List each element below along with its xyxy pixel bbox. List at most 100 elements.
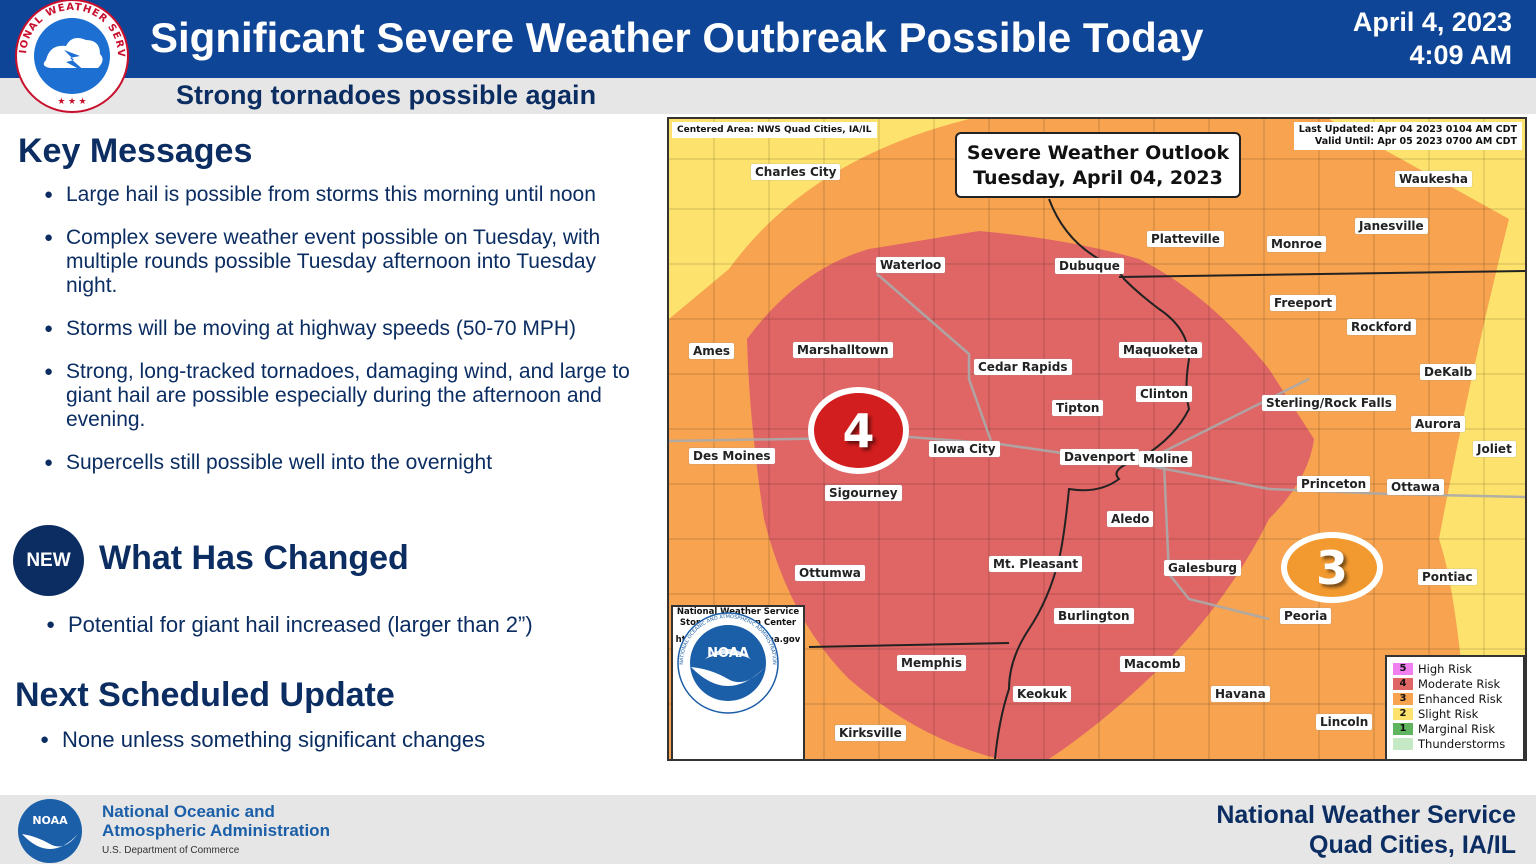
slight-risk-area-northwest <box>669 119 969 319</box>
city-label: Lincoln <box>1316 714 1373 730</box>
nws-logo-icon: NATIONAL WEATHER SERVICE ★ ★ ★ <box>12 0 129 113</box>
map-title-box: Severe Weather Outlook Tuesday, April 04… <box>955 132 1241 198</box>
legend-item: 3 Enhanced Risk <box>1393 691 1517 706</box>
city-label: Sterling/Rock Falls <box>1262 395 1396 411</box>
list-item: Strong, long-tracked tornadoes, damaging… <box>44 360 634 432</box>
noaa-footer-logo-icon: NOAA <box>18 799 82 863</box>
city-label: Aurora <box>1411 416 1466 432</box>
city-label: Kirksville <box>835 725 906 741</box>
issue-time: 4:09 AM <box>1409 40 1512 70</box>
city-label: Clinton <box>1136 386 1193 402</box>
city-label: DeKalb <box>1420 364 1477 380</box>
city-label: Joliet <box>1473 441 1516 457</box>
city-label: Princeton <box>1297 476 1371 492</box>
moderate-risk-marker: 4 <box>808 387 909 474</box>
noaa-department: U.S. Department of Commerce <box>102 845 240 856</box>
outlook-map: Centered Area: NWS Quad Cities, IA/IL La… <box>667 117 1527 761</box>
subtitle-bar: Strong tornadoes possible again <box>0 78 1536 114</box>
noaa-logo-text: NOAA <box>707 646 749 661</box>
what-changed-heading: What Has Changed <box>99 539 409 577</box>
legend-swatch: 5 <box>1393 662 1413 675</box>
list-item: Complex severe weather event possible on… <box>44 226 634 298</box>
risk-map-svg <box>669 119 1525 759</box>
office-name: National Weather Service Quad Cities, IA… <box>1216 800 1516 860</box>
city-label: Janesville <box>1355 218 1428 234</box>
city-label: Moline <box>1139 451 1193 467</box>
city-label: Macomb <box>1120 656 1185 672</box>
legend-item: 4 Moderate Risk <box>1393 676 1517 691</box>
legend-swatch: 4 <box>1393 677 1413 690</box>
svg-text:★ ★ ★: ★ ★ ★ <box>57 96 86 106</box>
city-label: Tipton <box>1052 400 1104 416</box>
legend-label: Thunderstorms <box>1418 736 1506 751</box>
map-centered-area: Centered Area: NWS Quad Cities, IA/IL <box>672 122 877 138</box>
city-label: Des Moines <box>689 448 775 464</box>
noaa-name: National Oceanic and Atmospheric Adminis… <box>102 802 330 840</box>
page-subtitle: Strong tornadoes possible again <box>176 80 597 110</box>
city-label: Freeport <box>1270 295 1337 311</box>
city-label: Galesburg <box>1164 560 1241 576</box>
list-item: None unless something significant change… <box>40 728 600 753</box>
city-label: Waterloo <box>876 257 946 273</box>
office-name-line1: National Weather Service <box>1216 801 1516 829</box>
city-label: Peoria <box>1280 608 1332 624</box>
noaa-name-line1: National Oceanic and <box>102 802 275 821</box>
map-last-updated: Last Updated: Apr 04 2023 0104 AM CDT <box>1298 124 1517 135</box>
office-name-line2: Quad Cities, IA/IL <box>1309 831 1516 859</box>
city-label: Charles City <box>751 164 841 180</box>
city-label: Mt. Pleasant <box>989 556 1083 572</box>
legend-item: 1 Marginal Risk <box>1393 721 1517 736</box>
city-label: Iowa City <box>929 441 1000 457</box>
enhanced-risk-marker: 3 <box>1281 532 1383 603</box>
footer-bar: NOAA National Oceanic and Atmospheric Ad… <box>0 795 1536 864</box>
noaa-name-line2: Atmospheric Administration <box>102 821 330 840</box>
city-label: Monroe <box>1267 236 1327 252</box>
legend-swatch: 2 <box>1393 707 1413 720</box>
city-label: Havana <box>1211 686 1270 702</box>
moderate-risk-area <box>747 231 1314 759</box>
legend-label: Enhanced Risk <box>1418 691 1503 706</box>
spc-credit-line1: National Weather Service <box>676 607 800 617</box>
next-update-list: None unless something significant change… <box>40 728 600 771</box>
city-label: Rockford <box>1347 319 1416 335</box>
legend-swatch: 3 <box>1393 692 1413 705</box>
legend-label: Slight Risk <box>1418 706 1479 721</box>
city-label: Dubuque <box>1055 258 1124 274</box>
city-label: Marshalltown <box>793 342 893 358</box>
issue-date: April 4, 2023 <box>1352 7 1512 37</box>
key-messages-heading: Key Messages <box>18 132 253 170</box>
city-label: Sigourney <box>825 485 902 501</box>
city-label: Keokuk <box>1013 686 1071 702</box>
city-label: Pontiac <box>1418 569 1477 585</box>
legend-label: Marginal Risk <box>1418 721 1496 736</box>
city-label: Ottumwa <box>795 565 865 581</box>
spc-credit-box: NOAA NATIONAL OCEANIC AND ATMOSPHERIC AD… <box>671 605 805 759</box>
slight-risk-area-east <box>1329 119 1525 759</box>
what-changed-list: Potential for giant hail increased (larg… <box>46 613 586 656</box>
legend-swatch <box>1393 737 1413 750</box>
city-label: Cedar Rapids <box>974 359 1072 375</box>
legend-item: 5 High Risk <box>1393 661 1517 676</box>
map-date: Tuesday, April 04, 2023 <box>973 167 1223 189</box>
noaa-footer-logo-text: NOAA <box>32 814 68 827</box>
city-label: Platteville <box>1147 231 1224 247</box>
issue-datetime: April 4, 2023 4:09 AM <box>1353 6 1512 72</box>
legend-item: Thunderstorms <box>1393 736 1517 751</box>
city-label: Davenport <box>1060 449 1140 465</box>
list-item: Supercells still possible well into the … <box>44 451 634 475</box>
city-label: Maquoketa <box>1119 342 1203 358</box>
key-messages-list: Large hail is possible from storms this … <box>44 183 634 494</box>
legend-label: Moderate Risk <box>1418 676 1501 691</box>
map-valid-until: Valid Until: Apr 05 2023 0700 AM CDT <box>1314 136 1517 147</box>
list-item: Storms will be moving at highway speeds … <box>44 317 634 341</box>
next-update-heading: Next Scheduled Update <box>15 676 395 714</box>
header-bar: Significant Severe Weather Outbreak Poss… <box>0 0 1536 78</box>
legend-swatch: 1 <box>1393 722 1413 735</box>
city-label: Burlington <box>1054 608 1134 624</box>
city-label: Ottawa <box>1387 479 1444 495</box>
page-title: Significant Severe Weather Outbreak Poss… <box>150 14 1204 61</box>
new-badge: NEW <box>13 525 84 596</box>
list-item: Large hail is possible from storms this … <box>44 183 634 207</box>
list-item: Potential for giant hail increased (larg… <box>46 613 586 638</box>
map-update-info: Last Updated: Apr 04 2023 0104 AM CDT Va… <box>1293 122 1522 150</box>
